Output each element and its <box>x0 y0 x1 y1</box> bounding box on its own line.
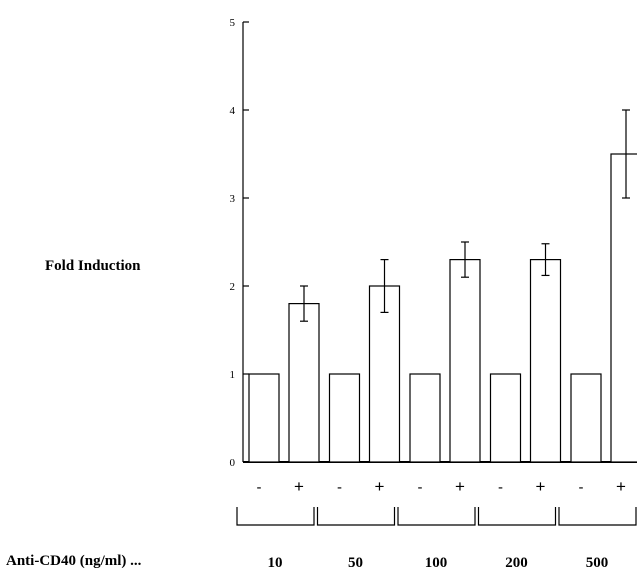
bar-minus <box>570 373 602 463</box>
group-bracket <box>316 507 396 526</box>
bar-minus <box>409 373 441 463</box>
condition-label-minus: - <box>498 479 503 496</box>
y-tick-label: 5 <box>230 17 236 29</box>
group-label: 200 <box>505 555 528 571</box>
group-bracket <box>558 507 637 526</box>
y-tick-label: 4 <box>230 105 236 117</box>
bar-plus <box>449 259 481 463</box>
condition-label-plus: + <box>375 477 385 496</box>
x-axis-title: Anti-CD40 (ng/ml) ... <box>6 553 142 569</box>
bar-minus <box>248 373 280 463</box>
condition-label-plus: + <box>616 477 626 496</box>
condition-label-minus: - <box>257 479 262 496</box>
y-tick-label: 3 <box>230 193 236 205</box>
condition-label-minus: - <box>337 479 342 496</box>
group-label: 10 <box>268 555 283 571</box>
group-bracket <box>236 507 315 526</box>
bar-minus <box>328 373 361 463</box>
y-tick-label: 1 <box>230 369 236 381</box>
condition-label-plus: + <box>455 477 465 496</box>
y-tick-label: 0 <box>230 457 236 469</box>
bar-plus <box>288 303 320 463</box>
condition-label-minus: - <box>418 479 423 496</box>
bar-plus <box>368 285 401 463</box>
group-label: 50 <box>348 555 363 571</box>
condition-label-plus: + <box>536 477 546 496</box>
y-tick-label: 2 <box>230 281 236 293</box>
condition-label-plus: + <box>294 477 304 496</box>
group-bracket <box>477 507 557 526</box>
y-axis-title: Fold Induction <box>45 258 141 274</box>
group-label: 100 <box>425 555 448 571</box>
group-label: 500 <box>586 555 609 571</box>
bar-minus <box>489 373 522 463</box>
bar-plus <box>529 259 562 463</box>
bar-plus <box>610 153 637 463</box>
condition-label-minus: - <box>579 479 584 496</box>
group-bracket <box>397 507 476 526</box>
